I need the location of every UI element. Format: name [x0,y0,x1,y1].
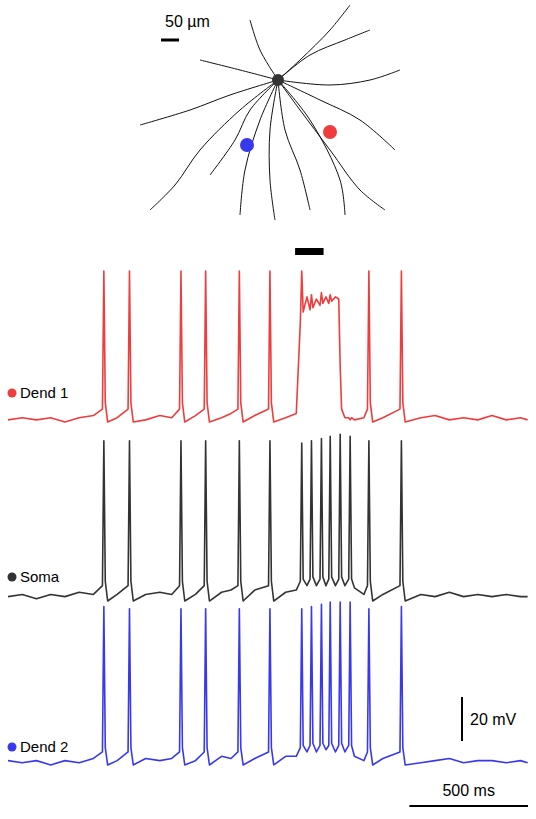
voltage-trace [8,602,528,765]
time-scale-label: 500 ms [442,782,494,799]
dendrite-branch [210,80,278,175]
dend2-site [240,138,254,152]
morphology-scale-bar [161,39,179,42]
dendrite-branch [150,80,278,210]
dendrite-branch [250,20,278,80]
label-dot [8,389,17,398]
dendrite-branch [278,80,345,215]
voltage-trace [8,434,528,601]
voltage-scale-label: 20 mV [470,711,517,728]
trace-group [8,602,528,765]
dendrite-branch [278,70,400,85]
trace-label: Soma [20,568,60,585]
morphology-scale-label: 50 µm [165,13,210,30]
dendrite-branch [278,80,385,210]
dend1-site [323,125,337,139]
trace-label: Dend 1 [20,384,68,401]
dendrite-branch [269,80,278,220]
dendrite-branch [140,80,278,125]
voltage-scale-bar [461,697,463,741]
trace-group [8,271,528,422]
dendrite-branch [278,80,310,210]
label-dot [8,573,17,582]
label-dot [8,743,17,752]
dendrite-branch [200,60,278,80]
trace-group [8,434,528,601]
dendrite-branch [240,80,278,215]
time-scale-bar [409,805,528,807]
neuron-morphology [140,5,400,220]
trace-label: Dend 2 [20,738,68,755]
figure: 50 µm Dend 1 Soma Dend 2 20 mV 500 ms [0,0,536,819]
soma-site [272,74,284,86]
dendrite-branch [278,30,370,80]
dendrite-branch [278,80,395,150]
stimulus-bar [295,248,323,255]
voltage-trace [8,271,528,422]
